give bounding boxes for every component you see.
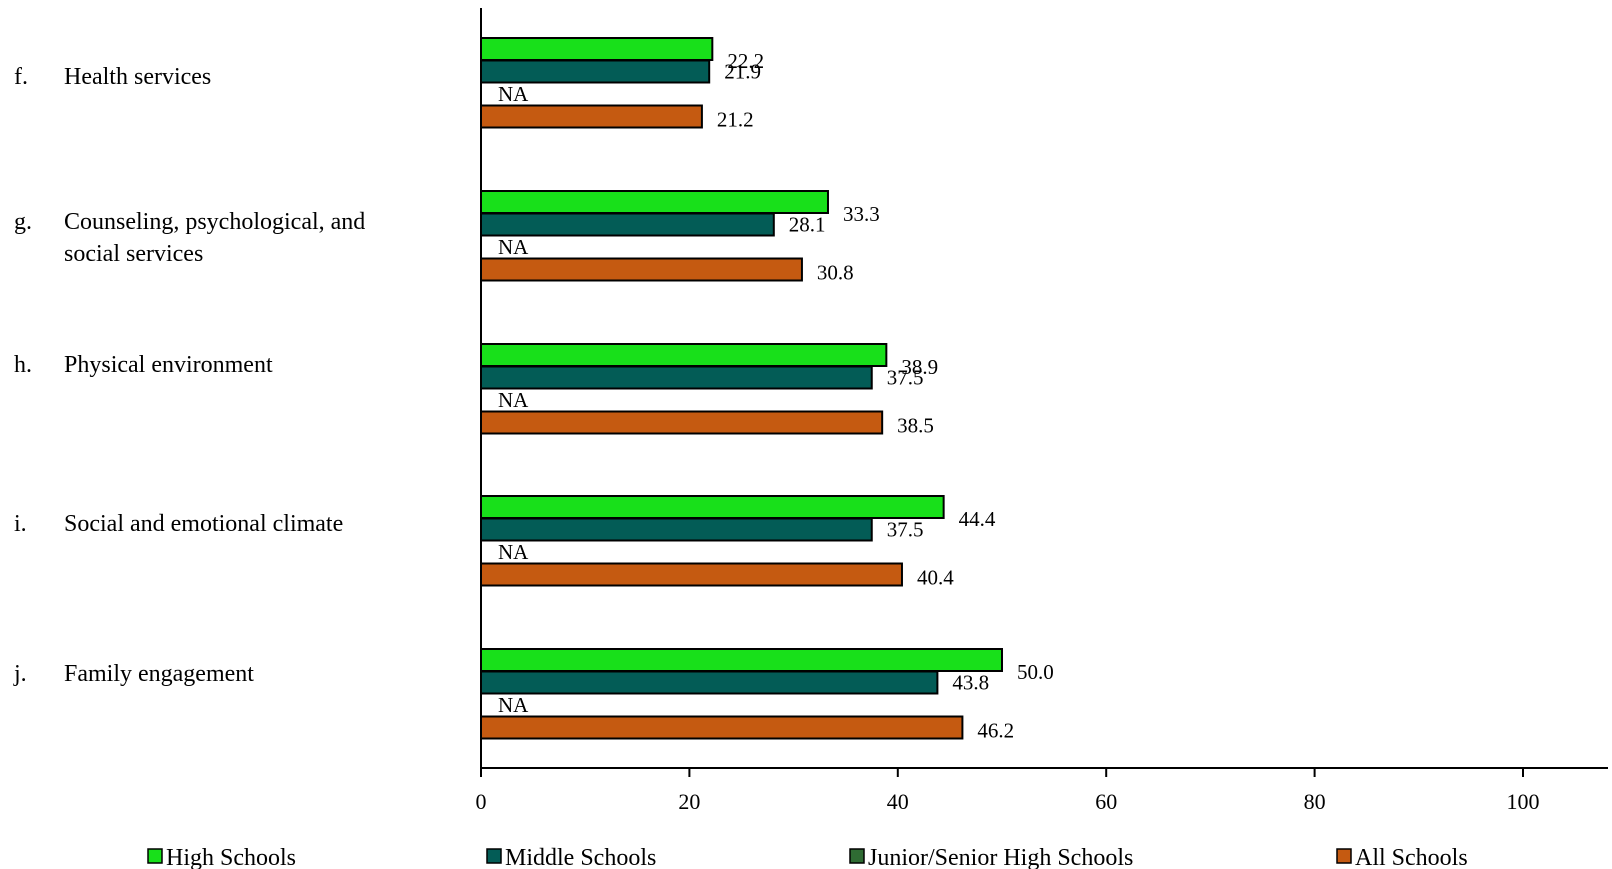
category-label: social services	[64, 241, 203, 267]
category-label: Social and emotional climate	[64, 511, 343, 537]
category-letter: j.	[13, 661, 27, 687]
x-tick-label: 20	[678, 789, 700, 814]
value-label: 50.0	[1017, 660, 1054, 684]
legend-swatch	[486, 848, 502, 864]
x-tick-label: 60	[1095, 789, 1117, 814]
na-label: NA	[498, 540, 529, 564]
category-label: Health services	[64, 64, 211, 90]
legend-swatch	[147, 848, 163, 864]
value-label: 38.5	[897, 414, 934, 438]
category-letter: i.	[14, 511, 27, 537]
category-letter: g.	[14, 209, 32, 235]
bar-middle-schools	[480, 670, 939, 695]
bar-high-schools	[480, 648, 1003, 672]
legend: High Schools Middle Schools Junior/Senior …	[147, 845, 1468, 869]
legend-label: Middle Schools	[505, 845, 656, 869]
bar-all-schools	[480, 104, 703, 129]
x-axis: 0 20 40 60 80 100	[476, 8, 1608, 814]
category-letter: f.	[14, 64, 28, 90]
bars	[480, 37, 1003, 740]
value-label: 46.2	[977, 719, 1014, 743]
na-label: NA	[498, 388, 529, 412]
value-label: 40.4	[917, 566, 954, 590]
bar-high-schools	[480, 343, 888, 367]
value-label: 21.2	[717, 108, 754, 132]
bar-high-schools	[480, 37, 714, 61]
value-label: 30.8	[817, 261, 854, 285]
value-label: 37.5	[887, 366, 924, 390]
legend-label: Junior/Senior High Schools	[868, 845, 1133, 869]
na-label: NA	[498, 693, 529, 717]
bar-middle-schools	[480, 212, 775, 237]
value-label: 21.9	[724, 60, 761, 84]
value-label: 37.5	[887, 518, 924, 542]
legend-label: High Schools	[166, 845, 296, 869]
value-labels: 22.221.9NA21.233.328.1NA30.838.937.5NA38…	[498, 49, 1054, 743]
category-label: Physical environment	[64, 352, 273, 378]
bar-all-schools	[480, 562, 903, 587]
value-label: 38.9	[901, 355, 938, 379]
bar-high-schools	[480, 190, 829, 214]
value-label: 44.4	[959, 507, 996, 531]
category-labels: f. Health services g. Counseling, psycholog…	[13, 64, 365, 687]
legend-swatch	[849, 848, 865, 864]
value-label: 33.3	[843, 202, 880, 226]
x-tick-label: 40	[887, 789, 909, 814]
category-letter: h.	[14, 352, 32, 378]
value-label: 22.2	[727, 49, 764, 73]
bar-all-schools	[480, 257, 803, 282]
x-tick-label: 80	[1304, 789, 1326, 814]
x-tick-label: 0	[476, 789, 487, 814]
legend-label: All Schools	[1355, 845, 1468, 869]
bar-all-schools	[480, 410, 884, 435]
legend-swatch	[1336, 848, 1352, 864]
x-tick-label: 100	[1507, 789, 1540, 814]
category-label: Counseling, psychological, and	[64, 209, 365, 235]
bar-middle-schools	[480, 59, 711, 84]
bar-high-schools	[480, 495, 945, 519]
category-label: Family engagement	[64, 661, 254, 687]
value-label: 28.1	[789, 213, 826, 237]
na-label: NA	[498, 82, 529, 106]
bar-middle-schools	[480, 365, 873, 390]
na-label: NA	[498, 235, 529, 259]
bar-middle-schools	[480, 517, 873, 542]
bar-all-schools	[480, 715, 964, 740]
value-label: 43.8	[952, 671, 989, 695]
